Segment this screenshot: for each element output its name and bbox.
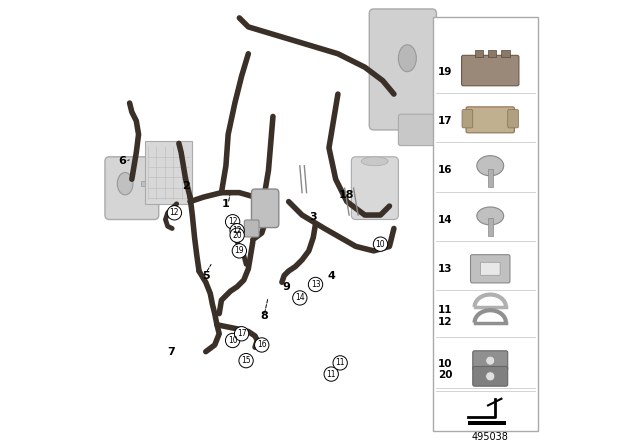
FancyBboxPatch shape	[252, 189, 279, 228]
Circle shape	[230, 224, 244, 238]
Text: 8: 8	[260, 311, 268, 321]
Ellipse shape	[486, 372, 495, 381]
Text: 14: 14	[438, 215, 452, 224]
FancyBboxPatch shape	[461, 55, 519, 86]
FancyBboxPatch shape	[244, 220, 259, 237]
Circle shape	[225, 333, 240, 348]
Circle shape	[308, 277, 323, 292]
Text: 10: 10	[376, 240, 385, 249]
FancyBboxPatch shape	[473, 351, 508, 370]
Ellipse shape	[398, 45, 416, 72]
FancyBboxPatch shape	[433, 17, 538, 431]
Text: 11: 11	[326, 370, 336, 379]
Text: 495038: 495038	[472, 432, 509, 442]
FancyBboxPatch shape	[473, 366, 508, 386]
Text: 1: 1	[222, 199, 230, 209]
Circle shape	[255, 338, 269, 352]
Text: 11
12: 11 12	[438, 305, 452, 327]
Text: 15: 15	[241, 356, 251, 365]
Ellipse shape	[117, 172, 133, 195]
Bar	[488, 51, 496, 57]
Circle shape	[333, 356, 348, 370]
Text: 20: 20	[232, 231, 242, 240]
Circle shape	[373, 237, 388, 251]
FancyBboxPatch shape	[369, 9, 436, 130]
FancyBboxPatch shape	[145, 141, 192, 204]
Circle shape	[239, 353, 253, 368]
Text: 18: 18	[339, 190, 355, 200]
FancyBboxPatch shape	[508, 109, 518, 128]
FancyBboxPatch shape	[105, 157, 159, 220]
FancyBboxPatch shape	[351, 157, 398, 220]
Circle shape	[234, 327, 249, 341]
Circle shape	[230, 228, 244, 242]
Ellipse shape	[477, 207, 504, 225]
FancyBboxPatch shape	[462, 109, 473, 128]
Text: 4: 4	[327, 271, 335, 280]
Circle shape	[232, 244, 246, 258]
Text: 7: 7	[168, 347, 175, 357]
Text: 10
20: 10 20	[438, 359, 452, 380]
Text: 16: 16	[438, 165, 452, 175]
Text: 9: 9	[282, 282, 291, 292]
FancyBboxPatch shape	[466, 107, 515, 133]
Text: 16: 16	[257, 340, 267, 349]
Text: 13: 13	[438, 264, 452, 274]
Bar	[141, 181, 152, 186]
Text: 11: 11	[335, 358, 345, 367]
Bar	[502, 51, 509, 57]
Circle shape	[292, 291, 307, 305]
Bar	[488, 218, 493, 237]
Circle shape	[167, 206, 182, 220]
Text: 12: 12	[170, 208, 179, 217]
Ellipse shape	[477, 156, 504, 176]
Text: 6: 6	[118, 156, 126, 166]
Text: 13: 13	[310, 280, 321, 289]
Text: 17: 17	[438, 116, 452, 126]
Text: 3: 3	[310, 212, 317, 222]
Text: 17: 17	[237, 329, 246, 338]
FancyBboxPatch shape	[398, 114, 435, 146]
Circle shape	[324, 367, 339, 381]
Ellipse shape	[361, 157, 388, 166]
FancyBboxPatch shape	[481, 262, 500, 275]
Text: 19: 19	[234, 246, 244, 255]
Bar	[468, 421, 506, 425]
Text: 12: 12	[232, 226, 242, 235]
Text: 10: 10	[228, 336, 237, 345]
Text: 19: 19	[438, 67, 452, 77]
FancyBboxPatch shape	[470, 254, 510, 283]
Bar	[488, 169, 493, 187]
Text: 14: 14	[295, 293, 305, 302]
Text: 12: 12	[228, 217, 237, 226]
Bar	[475, 51, 483, 57]
Circle shape	[225, 215, 240, 229]
Text: 2: 2	[182, 181, 189, 191]
Text: 5: 5	[202, 271, 209, 280]
Ellipse shape	[486, 356, 495, 365]
